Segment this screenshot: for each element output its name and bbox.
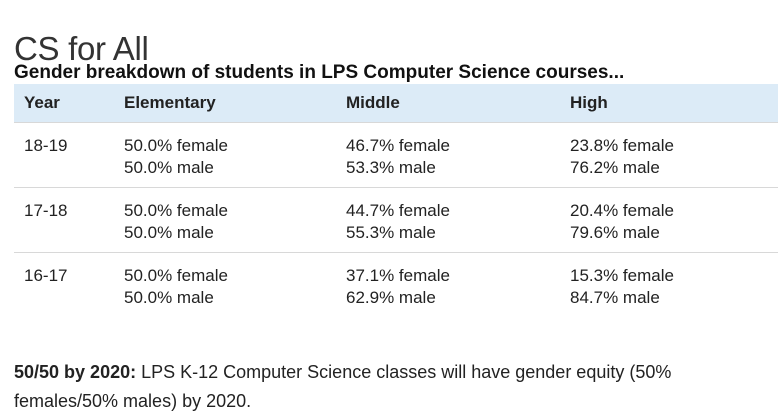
table-row: 16-17 50.0% female 50.0% male 37.1% fema…	[14, 252, 778, 317]
female-percent: 50.0% female	[124, 266, 228, 285]
male-percent: 79.6% male	[570, 223, 660, 242]
goal-label: 50/50 by 2020:	[14, 362, 137, 382]
column-header-high: High	[570, 84, 778, 123]
table-row: 17-18 50.0% female 50.0% male 44.7% fema…	[14, 187, 778, 253]
male-percent: 55.3% male	[346, 223, 436, 242]
elementary-cell: 50.0% female 50.0% male	[124, 122, 346, 188]
middle-cell: 44.7% female 55.3% male	[346, 187, 570, 253]
middle-cell: 37.1% female 62.9% male	[346, 252, 570, 317]
male-percent: 76.2% male	[570, 158, 660, 177]
table-header-row: Year Elementary Middle High	[14, 84, 778, 123]
high-cell: 20.4% female 79.6% male	[570, 187, 778, 253]
high-cell: 23.8% female 76.2% male	[570, 122, 778, 188]
middle-cell: 46.7% female 53.3% male	[346, 122, 570, 188]
year-cell: 16-17	[14, 252, 124, 317]
year-cell: 17-18	[14, 187, 124, 253]
table-row: 18-19 50.0% female 50.0% male 46.7% fema…	[14, 122, 778, 188]
female-percent: 50.0% female	[124, 136, 228, 155]
column-header-elementary: Elementary	[124, 84, 346, 123]
female-percent: 15.3% female	[570, 266, 674, 285]
elementary-cell: 50.0% female 50.0% male	[124, 187, 346, 253]
elementary-cell: 50.0% female 50.0% male	[124, 252, 346, 317]
male-percent: 50.0% male	[124, 288, 214, 307]
female-percent: 44.7% female	[346, 201, 450, 220]
male-percent: 50.0% male	[124, 158, 214, 177]
male-percent: 50.0% male	[124, 223, 214, 242]
female-percent: 20.4% female	[570, 201, 674, 220]
gender-breakdown-table: Year Elementary Middle High 18-19 50.0% …	[14, 84, 778, 317]
female-percent: 46.7% female	[346, 136, 450, 155]
female-percent: 23.8% female	[570, 136, 674, 155]
table-caption: Gender breakdown of students in LPS Comp…	[14, 62, 625, 83]
female-percent: 37.1% female	[346, 266, 450, 285]
page-title: CS for All	[14, 30, 149, 68]
high-cell: 15.3% female 84.7% male	[570, 252, 778, 317]
goal-text: LPS K-12 Computer Science classes will h…	[14, 362, 672, 411]
column-header-year: Year	[14, 84, 124, 123]
column-header-middle: Middle	[346, 84, 570, 123]
male-percent: 53.3% male	[346, 158, 436, 177]
male-percent: 62.9% male	[346, 288, 436, 307]
male-percent: 84.7% male	[570, 288, 660, 307]
female-percent: 50.0% female	[124, 201, 228, 220]
year-cell: 18-19	[14, 122, 124, 188]
goal-statement: 50/50 by 2020: LPS K-12 Computer Science…	[14, 358, 774, 416]
